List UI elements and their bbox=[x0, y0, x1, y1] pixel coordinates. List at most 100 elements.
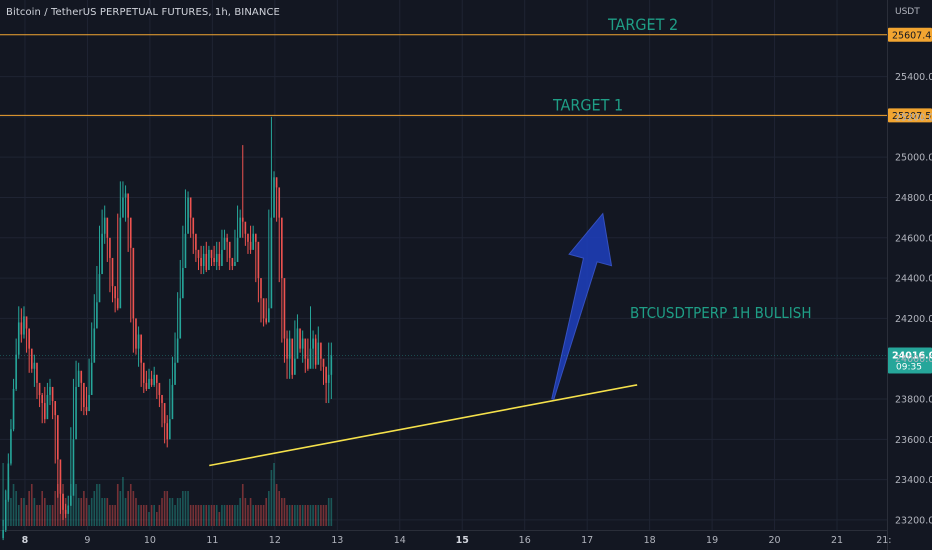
volume-bar bbox=[273, 463, 275, 526]
candle-body bbox=[41, 394, 44, 404]
candle-body bbox=[202, 253, 205, 267]
y-tick-label: 24400.0 bbox=[895, 274, 932, 285]
bullish-annotation: BTCUSDTPERP 1H BULLISH bbox=[630, 304, 811, 322]
candle-body bbox=[192, 217, 195, 234]
candle-body bbox=[142, 362, 145, 383]
candle-body bbox=[23, 316, 25, 335]
x-tick-label: 15 bbox=[456, 535, 469, 546]
y-tick-label: 25200.0 bbox=[895, 112, 932, 123]
x-tick-label: 14 bbox=[394, 535, 406, 546]
last-price-value: 24016.0 bbox=[892, 350, 932, 361]
volume-bar bbox=[270, 470, 273, 526]
volume-bar bbox=[278, 491, 281, 526]
candle-body bbox=[49, 386, 51, 395]
candle-body bbox=[307, 358, 309, 369]
candle-body bbox=[218, 253, 221, 267]
volume-bar bbox=[140, 505, 142, 526]
volume-bar bbox=[299, 505, 301, 526]
volume-bar bbox=[195, 505, 197, 526]
volume-bar bbox=[304, 505, 307, 526]
volume-bar bbox=[174, 505, 176, 526]
support-trendline bbox=[209, 384, 638, 467]
x-tick-label: 12 bbox=[269, 535, 281, 546]
volume-bar bbox=[226, 505, 228, 526]
volume-bar bbox=[215, 505, 218, 526]
candle-body bbox=[148, 378, 150, 389]
candle-body bbox=[98, 274, 101, 303]
candle-body bbox=[281, 217, 283, 279]
volume-bar bbox=[197, 505, 200, 526]
volume-bar bbox=[36, 505, 38, 526]
candle-body bbox=[221, 249, 223, 267]
candle-body bbox=[223, 237, 226, 250]
volume-bar bbox=[291, 505, 294, 526]
chart-title: Bitcoin / TetherUS PERPETUAL FUTURES, 1h… bbox=[6, 7, 280, 18]
currency-label: USDT bbox=[895, 7, 920, 17]
candle-body bbox=[145, 382, 148, 389]
candle-body bbox=[184, 233, 187, 269]
x-tick-label: 10 bbox=[144, 535, 156, 546]
candle-body bbox=[2, 530, 4, 539]
y-tick-label: 23600.0 bbox=[895, 435, 932, 446]
target-price-tag: 25607.4 bbox=[892, 30, 931, 41]
candle-body bbox=[158, 382, 161, 395]
candle-body bbox=[51, 386, 54, 402]
candle-body bbox=[226, 237, 228, 242]
x-tick-label: 16 bbox=[519, 535, 531, 546]
volume-bar bbox=[296, 505, 299, 526]
volume-bar bbox=[145, 505, 148, 526]
candle-body bbox=[254, 233, 257, 242]
candle-body bbox=[127, 193, 129, 218]
candle-body bbox=[294, 358, 296, 375]
candle-body bbox=[72, 439, 75, 496]
candle-body bbox=[273, 177, 275, 218]
candle-body bbox=[262, 298, 265, 319]
volume-bar bbox=[155, 512, 158, 526]
target-price-tag-bg bbox=[888, 27, 932, 42]
x-tick-label: 20 bbox=[769, 535, 781, 546]
candle-body bbox=[140, 334, 142, 363]
volume-bar bbox=[85, 498, 88, 526]
candle-body bbox=[234, 261, 236, 267]
candle-body bbox=[129, 217, 132, 248]
candle-body bbox=[109, 237, 111, 258]
volume-bar bbox=[148, 512, 150, 526]
target-label-1: TARGET 2 bbox=[607, 15, 678, 34]
volume-bar bbox=[244, 498, 247, 526]
volume-bar bbox=[57, 484, 59, 526]
volume-bar bbox=[28, 491, 30, 526]
volume-bar bbox=[234, 505, 236, 526]
volume-bar bbox=[17, 505, 20, 526]
volume-bar bbox=[322, 505, 325, 526]
candle-body bbox=[106, 217, 109, 238]
volume-bar bbox=[12, 484, 15, 526]
volume-bar bbox=[213, 505, 215, 526]
y-tick-label: 25400.0 bbox=[895, 72, 932, 83]
volume-bar bbox=[325, 505, 327, 526]
volume-bar bbox=[171, 498, 174, 526]
candle-body bbox=[231, 257, 234, 267]
candle-body bbox=[314, 338, 317, 365]
volume-bar bbox=[137, 505, 140, 526]
candle-body bbox=[197, 249, 200, 258]
candle-body bbox=[288, 338, 291, 359]
volume-bar bbox=[327, 498, 330, 526]
volume-bar bbox=[38, 505, 41, 526]
volume-bar bbox=[67, 505, 70, 526]
candle-body bbox=[325, 366, 327, 383]
volume-bar bbox=[77, 498, 80, 526]
volume-bar bbox=[314, 505, 317, 526]
candle-body bbox=[28, 328, 30, 349]
candle-body bbox=[103, 217, 106, 234]
x-tick-label: 19 bbox=[706, 535, 718, 546]
candle-body bbox=[236, 237, 239, 262]
candle-body bbox=[33, 362, 36, 369]
candle-body bbox=[10, 429, 12, 464]
volume-bar bbox=[265, 498, 268, 526]
candle-body bbox=[38, 382, 41, 395]
volume-bar bbox=[231, 505, 234, 526]
y-tick-label: 24600.0 bbox=[895, 233, 932, 244]
volume-bar bbox=[41, 491, 44, 526]
